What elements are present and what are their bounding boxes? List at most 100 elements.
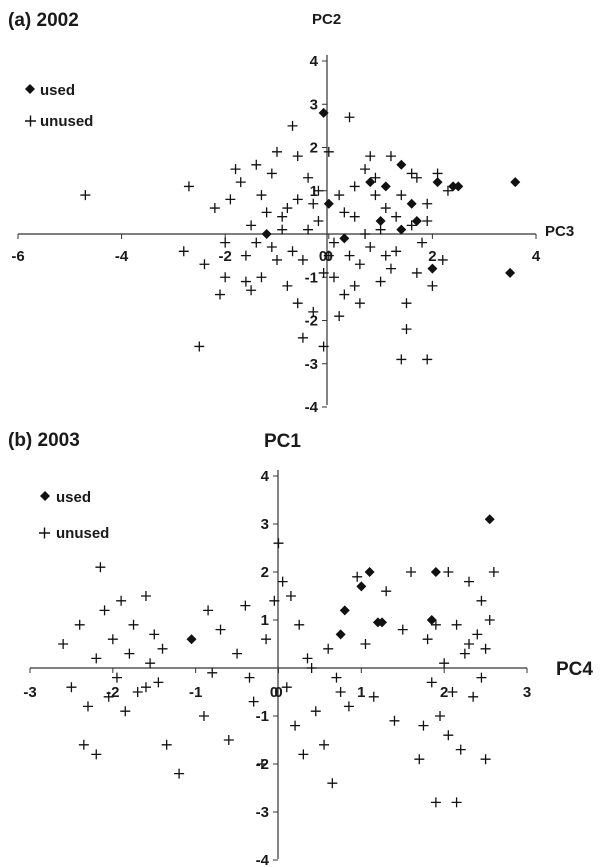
y-tick-label: 4 — [310, 53, 319, 70]
unused-point — [145, 658, 156, 669]
y-tick-label: -1 — [305, 269, 318, 286]
unused-point — [334, 311, 345, 322]
y-tick-label: -3 — [305, 356, 318, 373]
unused-point — [476, 672, 487, 683]
unused-point — [256, 272, 267, 283]
used-point — [505, 267, 516, 278]
unused-point — [306, 663, 317, 673]
unused-point — [318, 267, 329, 278]
unused-point — [432, 168, 443, 179]
unused-point — [58, 639, 69, 649]
unused-point — [223, 735, 234, 745]
unused-point — [349, 211, 360, 222]
unused-point — [232, 648, 243, 659]
unused-point — [459, 648, 470, 659]
unused-point — [91, 653, 102, 664]
used-point — [339, 233, 350, 244]
unused-point — [365, 241, 376, 252]
unused-point — [107, 634, 118, 645]
unused-point — [174, 768, 185, 779]
unused-point — [318, 341, 329, 352]
unused-point — [401, 324, 412, 335]
unused-point — [422, 634, 433, 645]
unused-point — [396, 190, 407, 201]
x-tick-label: 0 — [274, 684, 282, 701]
unused-point — [220, 237, 231, 248]
unused-point — [414, 754, 425, 765]
unused-point — [480, 754, 491, 765]
unused-point — [161, 739, 172, 750]
unused-point — [111, 672, 122, 683]
used-point — [261, 229, 272, 239]
unused-point — [246, 220, 257, 231]
unused-point — [277, 211, 288, 222]
unused-point — [323, 250, 334, 261]
unused-point — [272, 254, 282, 265]
unused-point — [244, 672, 255, 683]
unused-point — [411, 172, 422, 183]
unused-point — [240, 250, 251, 261]
origin-tick-label: 0 — [270, 684, 278, 701]
origin-tick-label: 0 — [319, 248, 327, 265]
unused-point — [272, 146, 282, 157]
unused-point — [308, 306, 319, 317]
unused-point — [183, 181, 194, 192]
unused-point — [385, 151, 396, 162]
used-point — [426, 615, 437, 625]
unused-point — [198, 711, 209, 721]
unused-point — [411, 267, 422, 278]
unused-point — [468, 691, 479, 702]
unused-point — [297, 254, 308, 265]
unused-point — [422, 216, 433, 227]
y-tick-label: -1 — [256, 708, 269, 725]
unused-point — [360, 639, 371, 649]
unused-point — [368, 691, 379, 702]
unused-point — [464, 639, 475, 649]
unused-point — [488, 567, 499, 577]
unused-point — [451, 619, 462, 630]
unused-point — [91, 749, 102, 760]
unused-point — [335, 687, 346, 697]
unused-point — [354, 259, 365, 270]
used-point — [356, 581, 367, 592]
used-point — [375, 216, 386, 227]
unused-point — [199, 259, 210, 270]
unused-point — [406, 567, 417, 577]
unused-point — [116, 595, 127, 606]
unused-point — [287, 120, 298, 131]
unused-point — [209, 203, 220, 214]
x-tick-label: 1 — [357, 684, 365, 701]
panel-a: (a) 2002 PC2 PC3 used unused -6 -4 -2 0 2 4 -4… — [8, 10, 574, 416]
used-point — [377, 617, 388, 628]
used-point — [406, 198, 417, 209]
unused-point — [339, 289, 350, 300]
unused-point — [207, 667, 218, 678]
panel-b: (b) 2003 PC1 PC4 used unused -3 -2 -1 0 1 2 3-… — [8, 430, 593, 867]
unused-point — [277, 224, 288, 235]
unused-point — [472, 629, 483, 640]
unused-point — [281, 682, 292, 693]
unused-point — [385, 263, 396, 274]
unused-point — [418, 720, 429, 731]
used-point — [448, 181, 459, 192]
unused-point — [476, 595, 487, 606]
panel-a-xlabel: PC3 — [545, 223, 574, 240]
legend-used-label: used — [40, 82, 75, 99]
unused-point — [380, 203, 391, 214]
unused-point — [140, 682, 151, 693]
unused-point — [352, 571, 363, 582]
used-point — [364, 567, 375, 577]
unused-point — [455, 744, 466, 755]
y-tick-label: 1 — [261, 612, 269, 629]
unused-point — [344, 250, 355, 261]
y-tick-label: 3 — [261, 516, 269, 533]
unused-point — [282, 203, 293, 214]
legend-unused-label: unused — [40, 113, 93, 130]
panel-b-ylabel: PC1 — [264, 431, 301, 452]
unused-point — [261, 634, 272, 645]
unused-point — [95, 562, 106, 573]
unused-point — [430, 619, 441, 630]
unused-point — [261, 207, 272, 218]
used-point — [335, 629, 346, 640]
